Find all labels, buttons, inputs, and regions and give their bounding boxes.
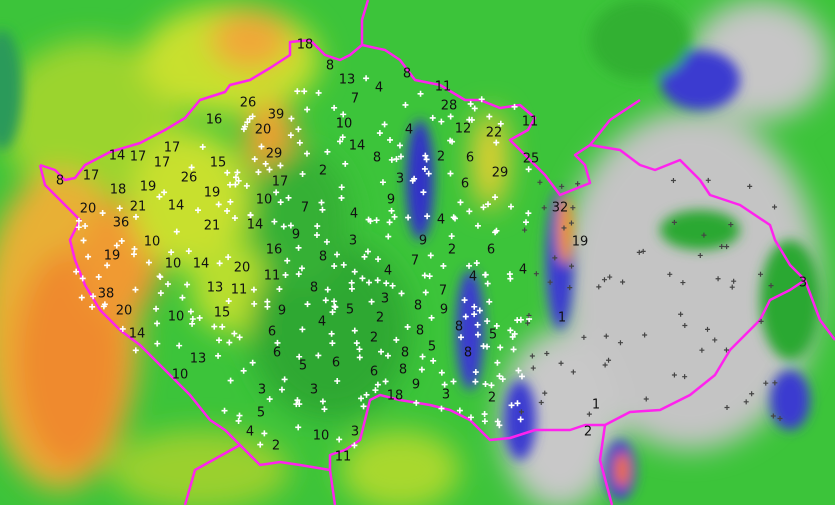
border-south-east bbox=[598, 424, 614, 505]
country-borders bbox=[38, 0, 835, 505]
border-north bbox=[360, 0, 370, 45]
border-south-west bbox=[183, 443, 241, 505]
border-east bbox=[803, 279, 835, 341]
border-north-east bbox=[589, 98, 641, 146]
border-south bbox=[328, 469, 337, 505]
czech-border bbox=[38, 38, 807, 472]
